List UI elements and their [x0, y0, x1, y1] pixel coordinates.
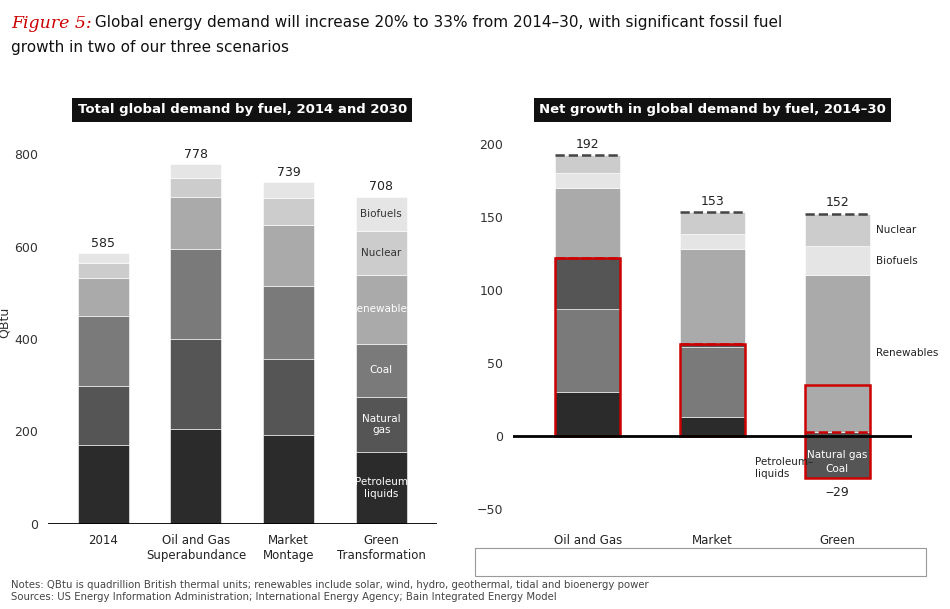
Text: Net energy demand growth: Net energy demand growth [750, 557, 904, 567]
Bar [78, 445, 128, 524]
Text: 152: 152 [826, 197, 849, 209]
Bar [356, 197, 407, 231]
Text: Coal: Coal [826, 464, 848, 474]
Text: Petroleum
liquids: Petroleum liquids [355, 477, 408, 499]
Text: Figure 5:: Figure 5: [11, 15, 92, 32]
Bar [556, 155, 620, 173]
Bar [170, 249, 221, 339]
Title: Net growth in global demand by fuel, 2014–30: Net growth in global demand by fuel, 201… [539, 104, 886, 116]
Text: Notes: QBtu is quadrillion British thermal units; renewables include solar, wind: Notes: QBtu is quadrillion British therm… [11, 580, 649, 590]
Title: Total global demand by fuel, 2014 and 2030: Total global demand by fuel, 2014 and 20… [78, 104, 407, 116]
Bar [78, 316, 128, 386]
Bar [356, 231, 407, 275]
Bar [78, 278, 128, 316]
Text: growth in two of our three scenarios: growth in two of our three scenarios [11, 40, 290, 55]
Text: Natural
gas: Natural gas [362, 414, 401, 435]
Text: 778: 778 [184, 148, 208, 161]
Bar [170, 178, 221, 197]
Text: Sources: US Energy Information Administration; International Energy Agency; Bain: Sources: US Energy Information Administr… [11, 592, 557, 602]
Text: 585: 585 [91, 238, 115, 250]
Y-axis label: QBtu: QBtu [0, 307, 11, 339]
Text: Nuclear: Nuclear [876, 225, 916, 235]
Bar [556, 392, 620, 436]
Text: - -: - - [712, 554, 740, 569]
Bar [263, 225, 314, 286]
Bar [805, 432, 869, 479]
Text: 739: 739 [276, 166, 300, 179]
Bar [680, 213, 745, 234]
Bar [680, 344, 745, 436]
Bar [78, 262, 128, 278]
Bar [556, 173, 620, 188]
Bar [805, 459, 869, 479]
Text: 192: 192 [576, 138, 599, 151]
Bar [556, 309, 620, 392]
Bar [805, 214, 869, 246]
Bar [170, 429, 221, 524]
Text: Natural gas: Natural gas [807, 450, 867, 460]
Bar [356, 396, 407, 452]
Text: ‒29: ‒29 [826, 486, 849, 499]
Text: Coal: Coal [370, 365, 393, 375]
Bar [680, 344, 745, 347]
Text: Petroleum–
liquids: Petroleum– liquids [755, 457, 813, 479]
Bar [805, 385, 869, 479]
Bar [556, 258, 620, 309]
Text: Global energy demand will increase 20% to 33% from 2014–30, with significant fos: Global energy demand will increase 20% t… [90, 15, 783, 30]
Text: Nuclear: Nuclear [361, 248, 402, 258]
Bar [356, 452, 407, 524]
Bar [680, 417, 745, 436]
Bar [805, 246, 869, 275]
Text: - -: - - [486, 554, 514, 569]
Bar [263, 286, 314, 359]
Text: Renewables: Renewables [351, 304, 412, 314]
Bar [680, 249, 745, 344]
Text: Biofuels: Biofuels [876, 256, 918, 266]
Bar [78, 386, 128, 445]
Bar [263, 359, 314, 435]
Bar [356, 343, 407, 396]
Bar [263, 435, 314, 524]
Bar [680, 347, 745, 417]
Bar [556, 258, 620, 436]
Bar [805, 436, 869, 459]
Bar [680, 234, 745, 249]
Bar [356, 275, 407, 343]
Text: 153: 153 [700, 195, 724, 208]
Bar [170, 164, 221, 178]
Bar [805, 275, 869, 432]
Text: Net fossil fuel demand growth: Net fossil fuel demand growth [524, 557, 693, 567]
Bar [78, 253, 128, 262]
Text: 708: 708 [370, 180, 393, 194]
Text: Biofuels: Biofuels [360, 209, 402, 219]
Bar [263, 199, 314, 225]
Bar [170, 197, 221, 249]
Bar [170, 339, 221, 429]
Text: Renewables: Renewables [876, 348, 939, 359]
Bar [263, 182, 314, 199]
Bar [556, 188, 620, 258]
